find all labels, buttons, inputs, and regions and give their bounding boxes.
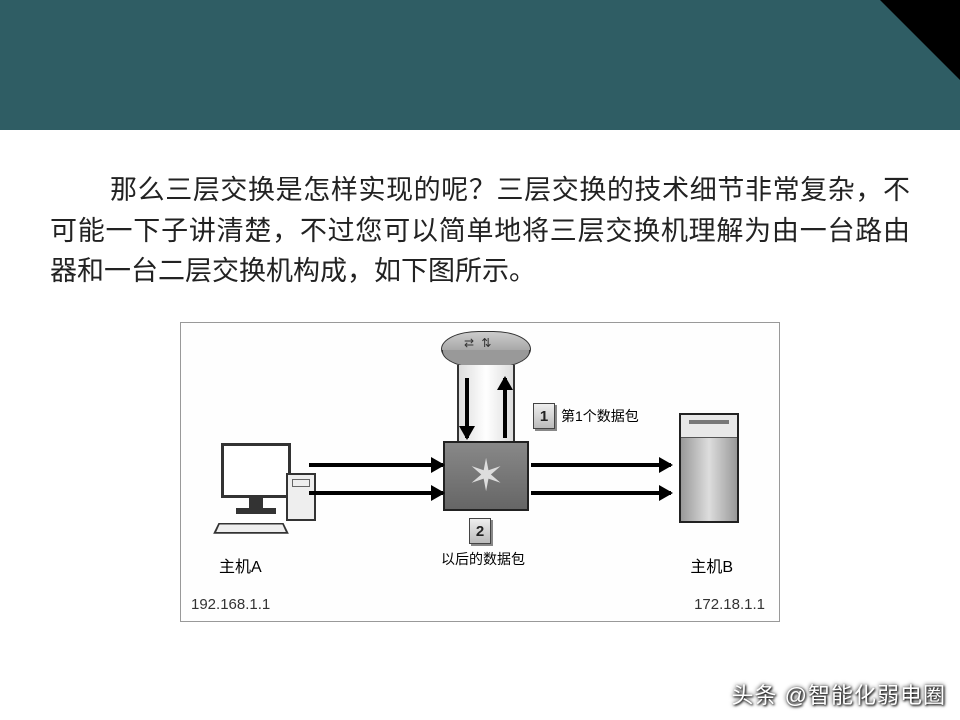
monitor-stand (249, 498, 263, 508)
slide-header-bar (0, 0, 960, 130)
keyboard-icon (213, 523, 289, 534)
host-a-label: 主机A (219, 553, 262, 577)
badge-1: 1 (533, 403, 555, 429)
router-arrows-icon: ⇄ ⇅ (464, 336, 493, 350)
pc-tower-icon (286, 473, 316, 521)
monitor-base (236, 508, 276, 514)
host-a-ip: 192.168.1.1 (191, 596, 270, 613)
caption-subsequent-packets: 以后的数据包 (441, 549, 525, 569)
corner-fold (880, 0, 960, 80)
slide-paragraph: 那么三层交换是怎样实现的呢？三层交换的技术细节非常复杂，不可能一下子讲清楚，不过… (0, 130, 960, 302)
arrow-a-to-switch-2 (309, 491, 443, 495)
switch-icon: ✶ (443, 441, 529, 511)
caption-first-packet: 第1个数据包 (561, 406, 639, 426)
network-diagram: 主机A 192.168.1.1 ⇄ ⇅ ✶ 主机B 172.18.1.1 1 第… (180, 322, 780, 622)
arrow-a-to-switch-1 (309, 463, 443, 467)
monitor-icon (221, 443, 291, 498)
arrow-switch-to-b-2 (531, 491, 671, 495)
arrow-switch-to-b-1 (531, 463, 671, 467)
host-b-ip: 172.18.1.1 (694, 596, 765, 613)
host-b (669, 413, 749, 523)
paragraph-text: 那么三层交换是怎样实现的呢？三层交换的技术细节非常复杂，不可能一下子讲清楚，不过… (50, 175, 910, 286)
arrow-switch-to-router (503, 378, 507, 438)
host-b-label: 主机B (690, 553, 733, 577)
host-a (201, 443, 311, 514)
server-icon (679, 413, 739, 523)
switch-star-icon: ✶ (468, 450, 505, 501)
arrow-router-to-switch (465, 378, 469, 438)
badge-2: 2 (469, 518, 491, 544)
watermark-text: 头条 @智能化弱电圈 (732, 678, 946, 710)
router-icon: ⇄ ⇅ (441, 331, 531, 367)
